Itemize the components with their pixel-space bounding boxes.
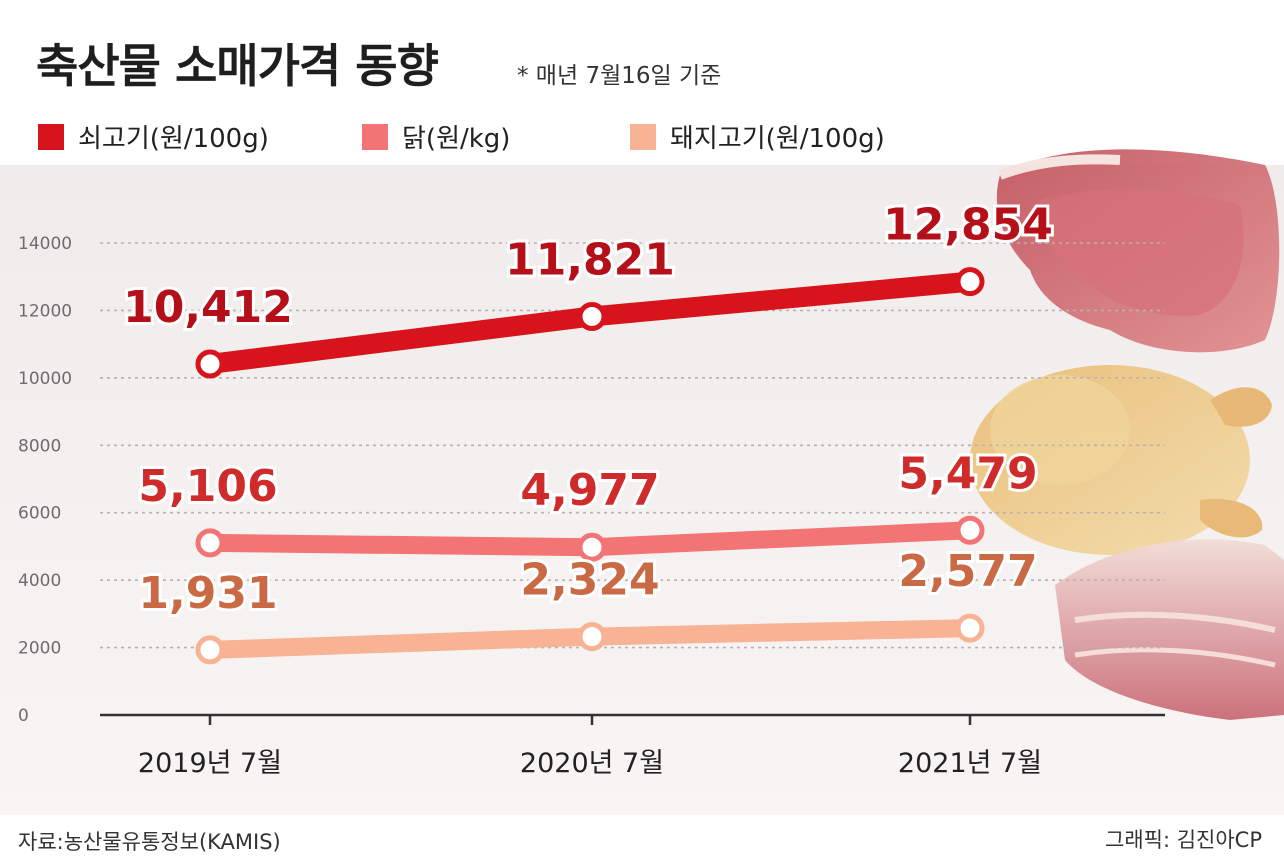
data-point-pork [955,613,985,643]
data-point-chicken [195,528,225,558]
data-point-beef [955,267,985,297]
data-label-beef: 11,821 [505,234,675,285]
data-point-chicken [577,532,607,562]
source-note: 자료:농산물유통정보(KAMIS) [18,830,281,854]
page-title: 축산물 소매가격 동향 [36,39,439,93]
data-point-pork [577,622,607,652]
y-tick-label: 8000 [18,436,61,456]
data-label-beef: 10,412 [123,282,293,333]
data-point-pork [195,635,225,665]
x-tick-label: 2021년 7월 [898,748,1042,779]
x-tick-label: 2020년 7월 [520,748,664,779]
data-label-beef: 12,854 [883,200,1053,251]
legend-swatch-chicken [362,123,388,150]
data-label-pork: 2,577 [898,546,1037,597]
data-point-beef [195,349,225,379]
page-subtitle: * 매년 7월16일 기준 [517,63,722,89]
legend-label-chicken: 닭(원/kg) [402,124,511,154]
series-group: 10,412 11,821 12,854 5,106 4,977 5,479 1,931 2,… [120,197,1056,665]
chart-legend: 쇠고기(원/100g) 닭(원/kg) 돼지고기(원/100g) [0,118,1284,158]
y-tick-label: 4000 [18,571,61,591]
chicken-illustration [970,365,1272,555]
data-label-chicken: 5,479 [898,448,1037,499]
x-axis: 2019년 7월 2020년 7월 2021년 7월 [100,713,1165,779]
data-point-beef [577,301,607,331]
data-label-chicken: 5,106 [138,461,277,512]
y-tick-label: 10000 [18,369,72,389]
y-tick-label: 2000 [18,639,61,659]
y-tick-label: 12000 [18,301,72,321]
legend-item-pork: 돼지고기(원/100g) [630,118,885,155]
y-axis: 0 2000 4000 6000 8000 10000 12000 14000 [18,234,72,726]
y-tick-label: 0 [18,706,29,726]
graphic-credit: 그래픽: 김진아CP [1105,828,1262,852]
data-label-pork: 1,931 [138,568,277,619]
pork-illustration [1055,539,1284,720]
legend-swatch-beef [38,123,64,150]
beef-illustration [996,149,1280,353]
y-tick-label: 6000 [18,504,61,524]
data-point-chicken [955,515,985,545]
data-label-pork: 2,324 [520,555,659,606]
legend-item-chicken: 닭(원/kg) [362,118,510,155]
legend-item-beef: 쇠고기(원/100g) [38,118,269,155]
legend-swatch-pork [630,123,656,150]
legend-label-pork: 돼지고기(원/100g) [670,124,885,154]
legend-label-beef: 쇠고기(원/100g) [78,124,269,154]
data-label-chicken: 4,977 [520,465,659,516]
x-tick-label: 2019년 7월 [138,748,282,779]
y-tick-label: 14000 [18,234,72,254]
